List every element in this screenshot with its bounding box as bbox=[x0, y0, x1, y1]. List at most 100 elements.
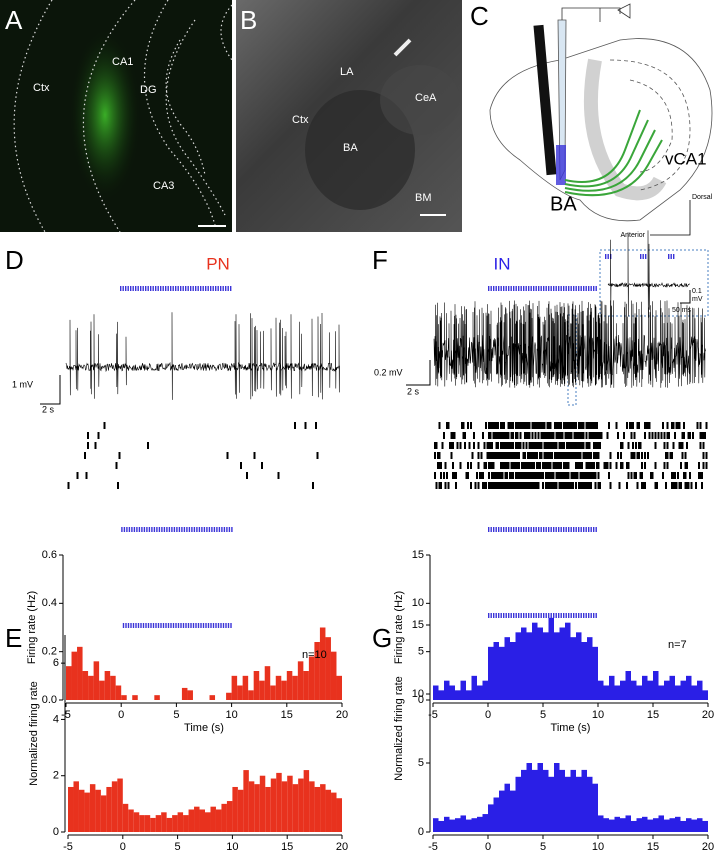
spike-tick bbox=[494, 432, 496, 439]
light-pulse bbox=[555, 613, 557, 618]
spike-tick bbox=[543, 432, 546, 439]
light-pulse bbox=[523, 286, 525, 291]
spike-tick bbox=[503, 442, 505, 449]
spike-tick bbox=[485, 482, 487, 489]
scale-label: 50 ms bbox=[672, 307, 692, 314]
spike-tick bbox=[666, 462, 669, 469]
bar bbox=[248, 781, 255, 832]
light-pulse bbox=[505, 613, 507, 618]
spike-tick bbox=[672, 422, 675, 429]
bar bbox=[205, 812, 211, 832]
spike-tick bbox=[656, 482, 658, 489]
spike-tick bbox=[672, 482, 675, 489]
spike-tick bbox=[572, 482, 574, 489]
bar bbox=[319, 627, 326, 700]
bar bbox=[237, 789, 244, 832]
spike-tick bbox=[644, 432, 646, 439]
spike-tick bbox=[681, 452, 684, 459]
light-pulse bbox=[515, 286, 517, 291]
bar bbox=[111, 781, 118, 832]
region-label: LA bbox=[340, 66, 354, 78]
spike-tick bbox=[504, 472, 507, 479]
spike-tick bbox=[507, 452, 510, 459]
x-tick-label: 10 bbox=[592, 841, 604, 852]
light-pulse bbox=[595, 613, 597, 618]
bar bbox=[122, 803, 129, 832]
bar bbox=[309, 781, 315, 832]
y-tick-label: 0.2 bbox=[42, 646, 57, 658]
spike-tick bbox=[543, 442, 546, 449]
spike-tick bbox=[438, 462, 441, 469]
spike-tick bbox=[503, 422, 505, 429]
spike-tick bbox=[554, 482, 556, 489]
spike-tick bbox=[437, 452, 439, 459]
spike-tick bbox=[542, 422, 544, 429]
spike-tick bbox=[548, 432, 550, 439]
spike-tick bbox=[702, 442, 705, 449]
bar bbox=[287, 775, 293, 832]
spike-tick bbox=[701, 432, 703, 439]
spike-tick bbox=[566, 482, 568, 489]
spike-tick bbox=[689, 432, 691, 439]
spike-tick bbox=[453, 432, 456, 439]
spike-tick bbox=[434, 452, 436, 459]
bar bbox=[477, 685, 483, 700]
spike-tick bbox=[482, 472, 484, 479]
spike-tick bbox=[587, 462, 589, 469]
spike-tick bbox=[492, 462, 495, 469]
light-pulse bbox=[523, 527, 525, 532]
light-pulse bbox=[495, 527, 497, 532]
spike-tick bbox=[495, 452, 498, 459]
spike-tick bbox=[587, 442, 589, 449]
spike-tick bbox=[540, 432, 543, 439]
spike-tick bbox=[581, 422, 583, 429]
light-pulse bbox=[640, 254, 642, 259]
light-pulse bbox=[177, 286, 179, 291]
spike-tick bbox=[555, 452, 558, 459]
light-pulse bbox=[187, 286, 189, 291]
spike-tick bbox=[528, 442, 531, 449]
bar bbox=[625, 671, 631, 700]
light-pulse bbox=[488, 286, 490, 291]
spike-tick bbox=[533, 482, 535, 489]
spike-tick bbox=[434, 472, 436, 479]
light-pulse bbox=[167, 623, 170, 628]
spike-tick bbox=[617, 432, 619, 439]
bar bbox=[532, 769, 538, 832]
x-tick-label: -5 bbox=[428, 841, 438, 852]
bar bbox=[100, 795, 107, 832]
x-tick-label: 5 bbox=[540, 709, 546, 721]
spike-tick bbox=[591, 432, 594, 439]
spike-tick bbox=[579, 422, 582, 429]
spike-tick bbox=[554, 422, 556, 429]
spike-tick bbox=[660, 432, 663, 439]
bar bbox=[642, 675, 648, 700]
bar bbox=[466, 690, 472, 700]
spike-tick bbox=[572, 472, 574, 479]
light-pulse bbox=[510, 613, 512, 618]
spike-tick bbox=[579, 442, 582, 449]
spike-tick bbox=[495, 472, 498, 479]
spike-tick bbox=[483, 482, 486, 489]
bar bbox=[254, 784, 260, 832]
light-pulse bbox=[533, 527, 535, 532]
spike-tick bbox=[513, 452, 516, 459]
x-tick-label: 20 bbox=[336, 841, 348, 852]
light-pulse bbox=[185, 286, 187, 291]
light-pulse bbox=[580, 613, 582, 618]
spike-tick bbox=[578, 442, 580, 449]
spike-tick bbox=[563, 482, 565, 489]
spike-tick bbox=[594, 422, 597, 429]
bar bbox=[521, 627, 527, 700]
spike-tick bbox=[531, 472, 534, 479]
spike-tick bbox=[599, 482, 601, 489]
light-pulse bbox=[593, 286, 595, 291]
bar bbox=[286, 671, 293, 700]
spike-tick bbox=[84, 452, 86, 459]
annotation: n=10 bbox=[302, 649, 327, 661]
light-pulse bbox=[165, 623, 167, 628]
spike-tick bbox=[551, 442, 553, 449]
spike-tick bbox=[549, 472, 552, 479]
bar bbox=[526, 632, 532, 700]
spike-tick bbox=[573, 442, 576, 449]
